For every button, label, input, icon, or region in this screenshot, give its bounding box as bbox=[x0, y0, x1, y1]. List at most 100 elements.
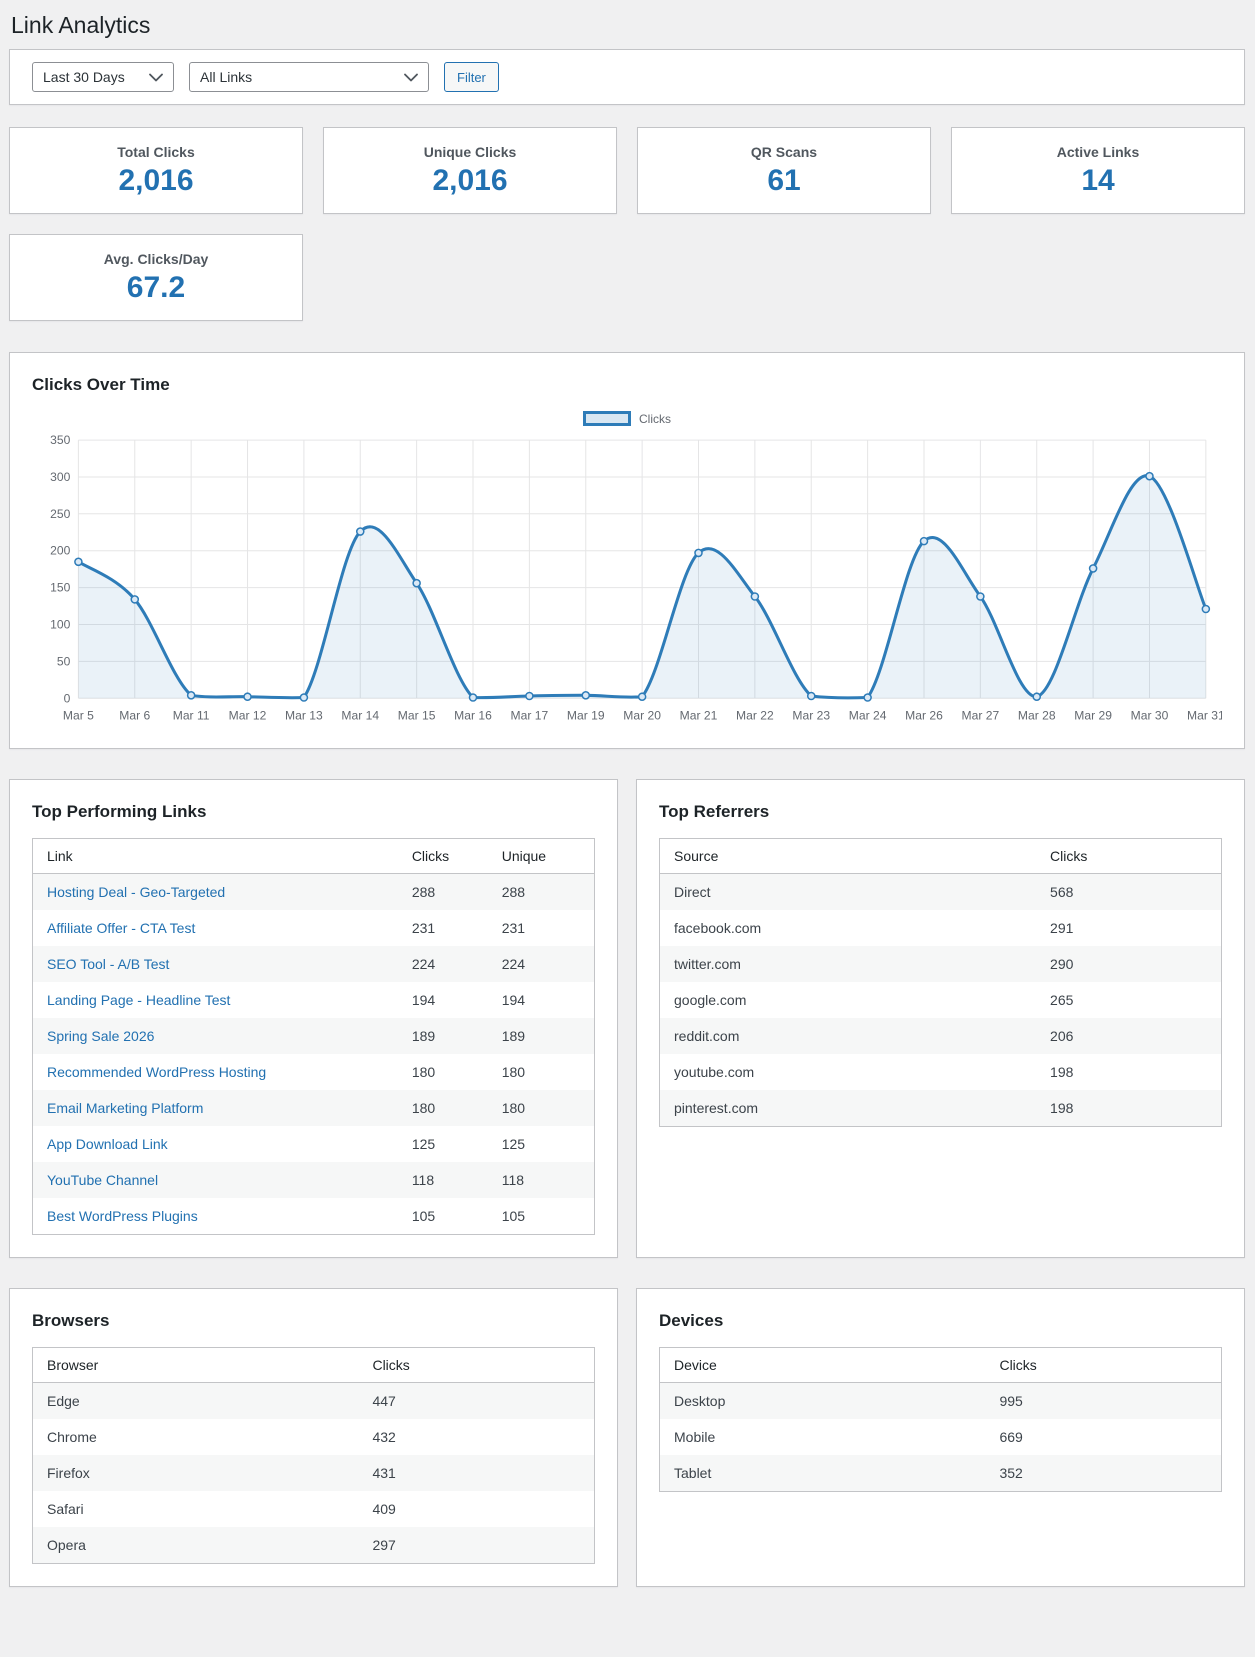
table-row: Opera 297 bbox=[32, 1527, 595, 1564]
svg-text:Mar 24: Mar 24 bbox=[849, 708, 887, 722]
cell-clicks: 198 bbox=[1050, 1100, 1074, 1117]
table-row: SEO Tool - A/B Test 224 224 bbox=[32, 946, 595, 983]
cell-clicks: 290 bbox=[1050, 956, 1074, 973]
cell-unique: 194 bbox=[501, 992, 526, 1009]
clicks-over-time-panel: Clicks Over Time Clicks 0 50 100 150 200 250 3… bbox=[9, 352, 1245, 750]
referrers-table: Source Clicks Direct 568 facebook.com 291 twit… bbox=[659, 838, 1222, 1128]
svg-text:300: 300 bbox=[50, 470, 70, 484]
link-name-link[interactable]: Best WordPress Plugins bbox=[47, 1208, 198, 1225]
svg-text:150: 150 bbox=[50, 581, 70, 595]
filter-bar: Last 30 Days All Links Filter bbox=[9, 49, 1245, 105]
cell-source: reddit.com bbox=[674, 1028, 740, 1045]
svg-text:Mar 14: Mar 14 bbox=[341, 708, 379, 722]
cell-unique: 180 bbox=[501, 1064, 526, 1081]
cell-source: google.com bbox=[674, 992, 747, 1009]
cell-clicks: 669 bbox=[999, 1429, 1023, 1446]
table-row: Firefox 431 bbox=[32, 1455, 595, 1492]
cell-device: Mobile bbox=[674, 1429, 716, 1446]
cell-link: App Download Link bbox=[33, 1126, 398, 1162]
column-header-unique: Unique bbox=[487, 838, 595, 875]
clicks-over-time-chart[interactable]: 0 50 100 150 200 250 300 350 Mar 5 Mar 6 Mar 11 Mar… bbox=[32, 432, 1222, 726]
column-header-clicks: Clicks bbox=[358, 1347, 595, 1384]
stat-label: Total Clicks bbox=[117, 144, 195, 160]
cell-browser: Opera bbox=[47, 1537, 86, 1554]
svg-text:Mar 16: Mar 16 bbox=[454, 708, 492, 722]
link-name-link[interactable]: Landing Page - Headline Test bbox=[47, 992, 231, 1009]
cell-link: Best WordPress Plugins bbox=[33, 1198, 398, 1235]
table-row: Chrome 432 bbox=[32, 1419, 595, 1456]
cell-clicks: 118 bbox=[411, 1172, 435, 1189]
link-name-link[interactable]: App Download Link bbox=[47, 1136, 168, 1153]
browsers-panel: Browsers Browser Clicks Edge 447 Chrome 432 Fi… bbox=[9, 1288, 618, 1588]
link-name-link[interactable]: Email Marketing Platform bbox=[47, 1100, 204, 1117]
referrers-title: Top Referrers bbox=[659, 802, 770, 822]
cell-unique: 105 bbox=[501, 1208, 526, 1225]
cell-browser: Safari bbox=[47, 1501, 84, 1518]
stat-card-active-links: Active Links 14 bbox=[951, 127, 1245, 214]
svg-text:Mar 30: Mar 30 bbox=[1131, 708, 1169, 722]
svg-text:Mar 21: Mar 21 bbox=[680, 708, 718, 722]
cell-source: twitter.com bbox=[674, 956, 741, 973]
stat-value: 67.2 bbox=[126, 271, 186, 304]
svg-text:Mar 19: Mar 19 bbox=[567, 708, 605, 722]
cell-unique: 118 bbox=[501, 1172, 525, 1189]
table-row: Affiliate Offer - CTA Test 231 231 bbox=[32, 910, 595, 947]
cell-link: Landing Page - Headline Test bbox=[33, 982, 398, 1018]
table-row: App Download Link 125 125 bbox=[32, 1126, 595, 1163]
filter-button[interactable]: Filter bbox=[444, 62, 499, 92]
cell-device: Desktop bbox=[674, 1393, 726, 1410]
cell-unique: 224 bbox=[501, 956, 526, 973]
link-name-link[interactable]: YouTube Channel bbox=[47, 1172, 159, 1189]
browsers-table: Browser Clicks Edge 447 Chrome 432 Firefox 431 S… bbox=[32, 1347, 595, 1565]
cell-clicks: 568 bbox=[1050, 884, 1074, 901]
top-links-table: Link Clicks Unique Hosting Deal - Geo-Targe… bbox=[32, 838, 595, 1236]
cell-link: Spring Sale 2026 bbox=[33, 1018, 398, 1054]
table-row: Safari 409 bbox=[32, 1491, 595, 1528]
cell-browser: Firefox bbox=[47, 1465, 90, 1482]
table-row: youtube.com 198 bbox=[659, 1054, 1222, 1091]
table-row: YouTube Channel 118 118 bbox=[32, 1162, 595, 1199]
link-name-link[interactable]: Affiliate Offer - CTA Test bbox=[47, 920, 196, 937]
table-row: facebook.com 291 bbox=[659, 910, 1222, 947]
column-header-source: Source bbox=[659, 838, 1037, 875]
top-links-title: Top Performing Links bbox=[32, 802, 207, 822]
link-name-link[interactable]: SEO Tool - A/B Test bbox=[47, 956, 170, 973]
table-row: reddit.com 206 bbox=[659, 1018, 1222, 1055]
cell-clicks: 297 bbox=[372, 1537, 396, 1554]
referrers-panel: Top Referrers Source Clicks Direct 568 faceb… bbox=[636, 779, 1245, 1259]
cell-clicks: 291 bbox=[1050, 920, 1074, 937]
date-range-select[interactable]: Last 30 Days bbox=[32, 62, 174, 92]
svg-text:100: 100 bbox=[50, 618, 70, 632]
cell-browser: Edge bbox=[47, 1393, 80, 1410]
devices-title: Devices bbox=[659, 1311, 724, 1331]
chart-title: Clicks Over Time bbox=[32, 375, 170, 394]
cell-link: Email Marketing Platform bbox=[33, 1090, 398, 1126]
devices-panel: Devices Device Clicks Desktop 995 Mobile 669 T… bbox=[636, 1288, 1245, 1588]
stat-card-avg-clicks-day: Avg. Clicks/Day 67.2 bbox=[9, 234, 303, 321]
svg-text:Mar 22: Mar 22 bbox=[736, 708, 774, 722]
cell-link: YouTube Channel bbox=[33, 1162, 398, 1198]
column-header-clicks: Clicks bbox=[1036, 838, 1222, 875]
cell-clicks: 447 bbox=[372, 1393, 396, 1410]
link-filter-select[interactable]: All Links bbox=[189, 62, 429, 92]
column-header-link: Link bbox=[32, 838, 398, 875]
cell-unique: 288 bbox=[501, 884, 526, 901]
link-name-link[interactable]: Spring Sale 2026 bbox=[47, 1028, 155, 1045]
svg-text:Mar 17: Mar 17 bbox=[511, 708, 549, 722]
cell-browser: Chrome bbox=[47, 1429, 97, 1446]
svg-text:Mar 31: Mar 31 bbox=[1187, 708, 1222, 722]
chevron-down-icon bbox=[149, 73, 163, 82]
svg-text:Mar 23: Mar 23 bbox=[792, 708, 830, 722]
cell-clicks: 432 bbox=[372, 1429, 396, 1446]
legend-label: Clicks bbox=[639, 411, 671, 426]
table-row: Spring Sale 2026 189 189 bbox=[32, 1018, 595, 1055]
table-row: Hosting Deal - Geo-Targeted 288 288 bbox=[32, 873, 595, 911]
cell-clicks: 231 bbox=[411, 920, 436, 937]
stat-card-qr-scans: QR Scans 61 bbox=[637, 127, 931, 214]
table-row: Mobile 669 bbox=[659, 1419, 1222, 1456]
cell-clicks: 189 bbox=[411, 1028, 436, 1045]
cell-clicks: 180 bbox=[411, 1064, 436, 1081]
link-name-link[interactable]: Hosting Deal - Geo-Targeted bbox=[47, 884, 226, 901]
link-name-link[interactable]: Recommended WordPress Hosting bbox=[47, 1064, 267, 1081]
svg-text:Mar 12: Mar 12 bbox=[229, 708, 267, 722]
